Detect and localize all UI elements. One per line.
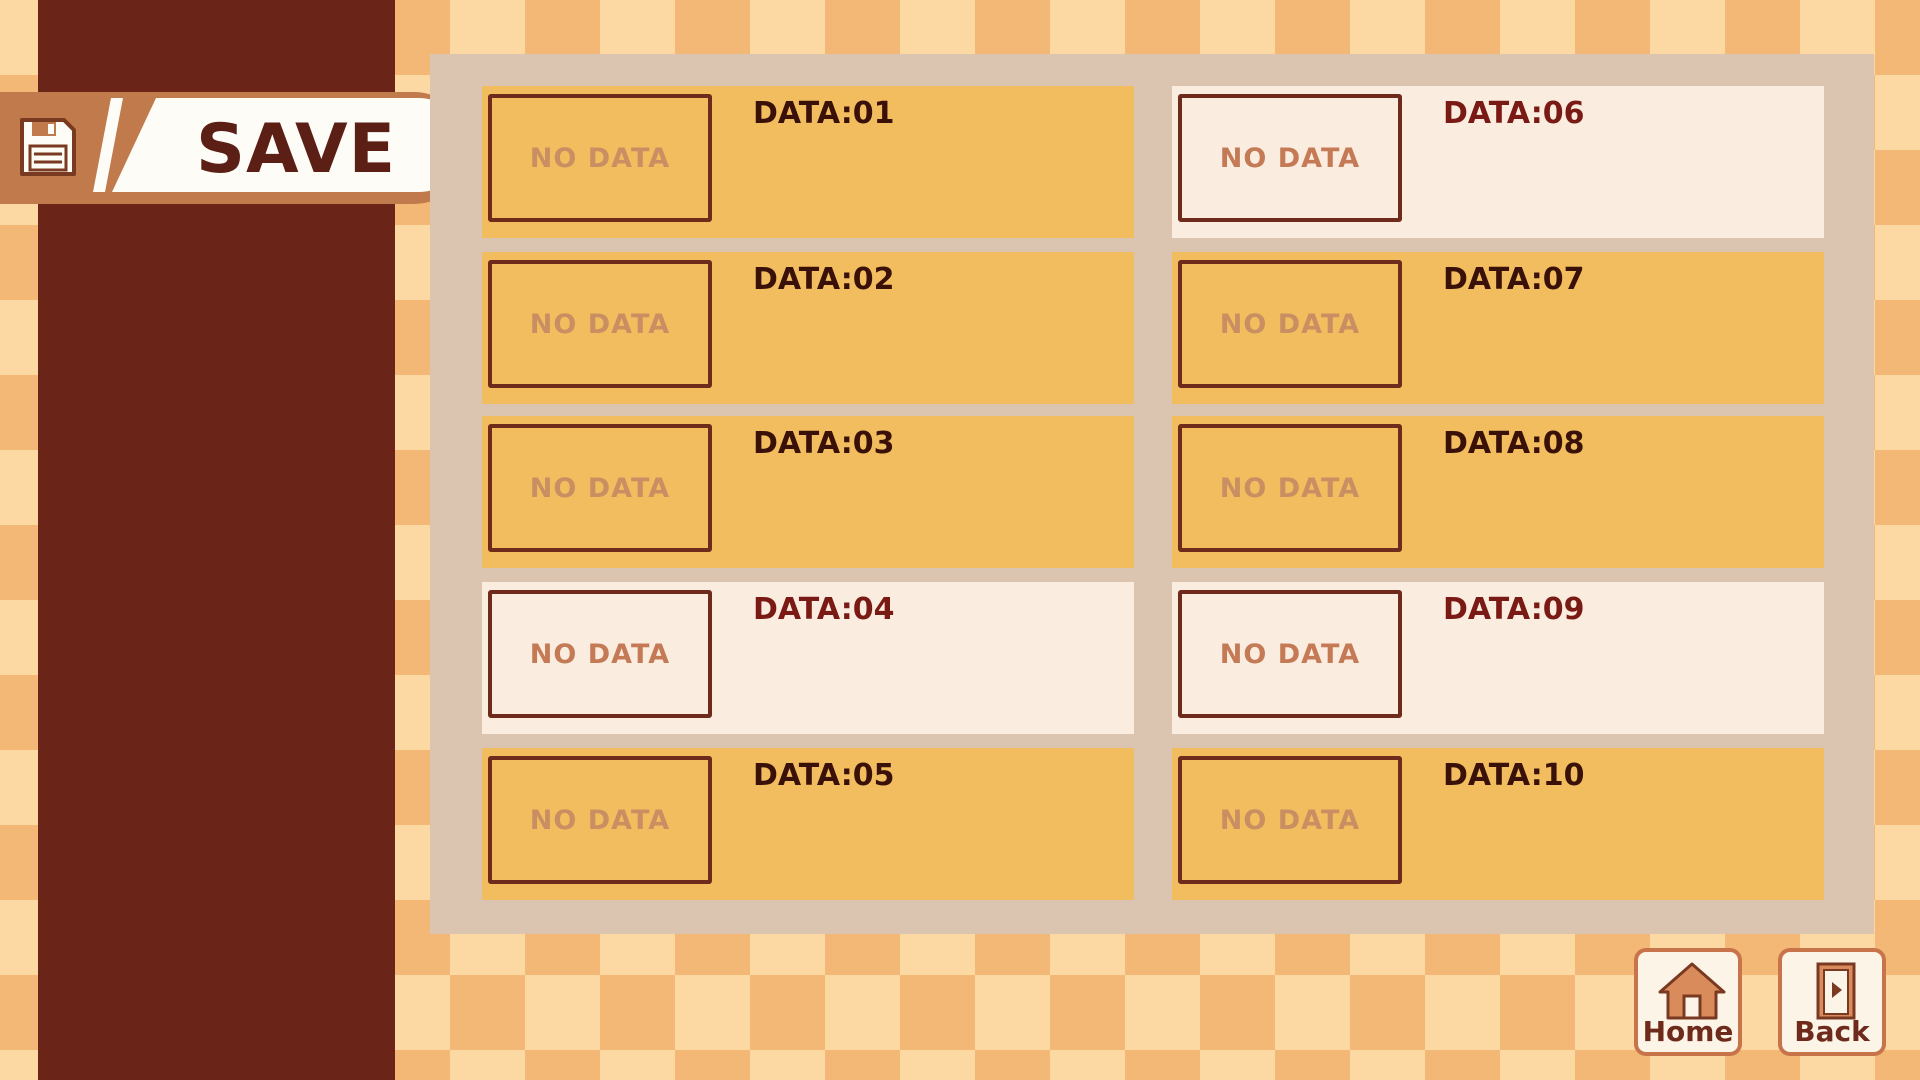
back-button[interactable]: Back	[1778, 948, 1886, 1056]
no-data-text: NO DATA	[529, 142, 671, 174]
slot-label: DATA:05	[753, 758, 895, 793]
slot-thumbnail: NO DATA	[488, 424, 712, 552]
home-button[interactable]: Home	[1634, 948, 1742, 1056]
no-data-text: NO DATA	[529, 804, 671, 836]
slot-label: DATA:03	[753, 426, 895, 461]
no-data-text: NO DATA	[1219, 142, 1361, 174]
slot-thumbnail: NO DATA	[1178, 590, 1402, 718]
save-header-pill	[112, 98, 466, 192]
slot-label: DATA:06	[1443, 96, 1585, 131]
save-slot-02[interactable]: NO DATA DATA:02	[482, 252, 1134, 404]
slot-label: DATA:04	[753, 592, 895, 627]
slot-thumbnail: NO DATA	[488, 94, 712, 222]
slot-label: DATA:10	[1443, 758, 1585, 793]
slot-thumbnail: NO DATA	[1178, 424, 1402, 552]
home-icon	[1658, 962, 1726, 1020]
floppy-disk-icon	[20, 118, 76, 176]
save-slot-01[interactable]: NO DATA DATA:01	[482, 86, 1134, 238]
no-data-text: NO DATA	[1219, 638, 1361, 670]
slot-thumbnail: NO DATA	[1178, 756, 1402, 884]
save-slot-06[interactable]: NO DATA DATA:06	[1172, 86, 1824, 238]
no-data-text: NO DATA	[529, 472, 671, 504]
save-slot-08[interactable]: NO DATA DATA:08	[1172, 416, 1824, 568]
slot-thumbnail: NO DATA	[488, 756, 712, 884]
home-button-label: Home	[1642, 1015, 1734, 1048]
save-slot-09[interactable]: NO DATA DATA:09	[1172, 582, 1824, 734]
slot-thumbnail: NO DATA	[1178, 260, 1402, 388]
no-data-text: NO DATA	[1219, 804, 1361, 836]
back-button-label: Back	[1794, 1015, 1870, 1048]
save-slot-10[interactable]: NO DATA DATA:10	[1172, 748, 1824, 900]
no-data-text: NO DATA	[1219, 308, 1361, 340]
exit-door-icon	[1816, 962, 1856, 1020]
save-slot-panel: NO DATA DATA:01 NO DATA DATA:02 NO DATA …	[430, 54, 1874, 934]
save-slot-04[interactable]: NO DATA DATA:04	[482, 582, 1134, 734]
no-data-text: NO DATA	[1219, 472, 1361, 504]
slot-label: DATA:07	[1443, 262, 1585, 297]
page-title: SAVE	[196, 110, 397, 189]
no-data-text: NO DATA	[529, 638, 671, 670]
slot-label: DATA:01	[753, 96, 895, 131]
slot-label: DATA:09	[1443, 592, 1585, 627]
save-slot-07[interactable]: NO DATA DATA:07	[1172, 252, 1824, 404]
save-slot-03[interactable]: NO DATA DATA:03	[482, 416, 1134, 568]
slot-label: DATA:02	[753, 262, 895, 297]
save-header: SAVE	[0, 92, 478, 204]
slot-thumbnail: NO DATA	[488, 590, 712, 718]
no-data-text: NO DATA	[529, 308, 671, 340]
slot-label: DATA:08	[1443, 426, 1585, 461]
save-slot-05[interactable]: NO DATA DATA:05	[482, 748, 1134, 900]
slot-thumbnail: NO DATA	[488, 260, 712, 388]
slot-thumbnail: NO DATA	[1178, 94, 1402, 222]
